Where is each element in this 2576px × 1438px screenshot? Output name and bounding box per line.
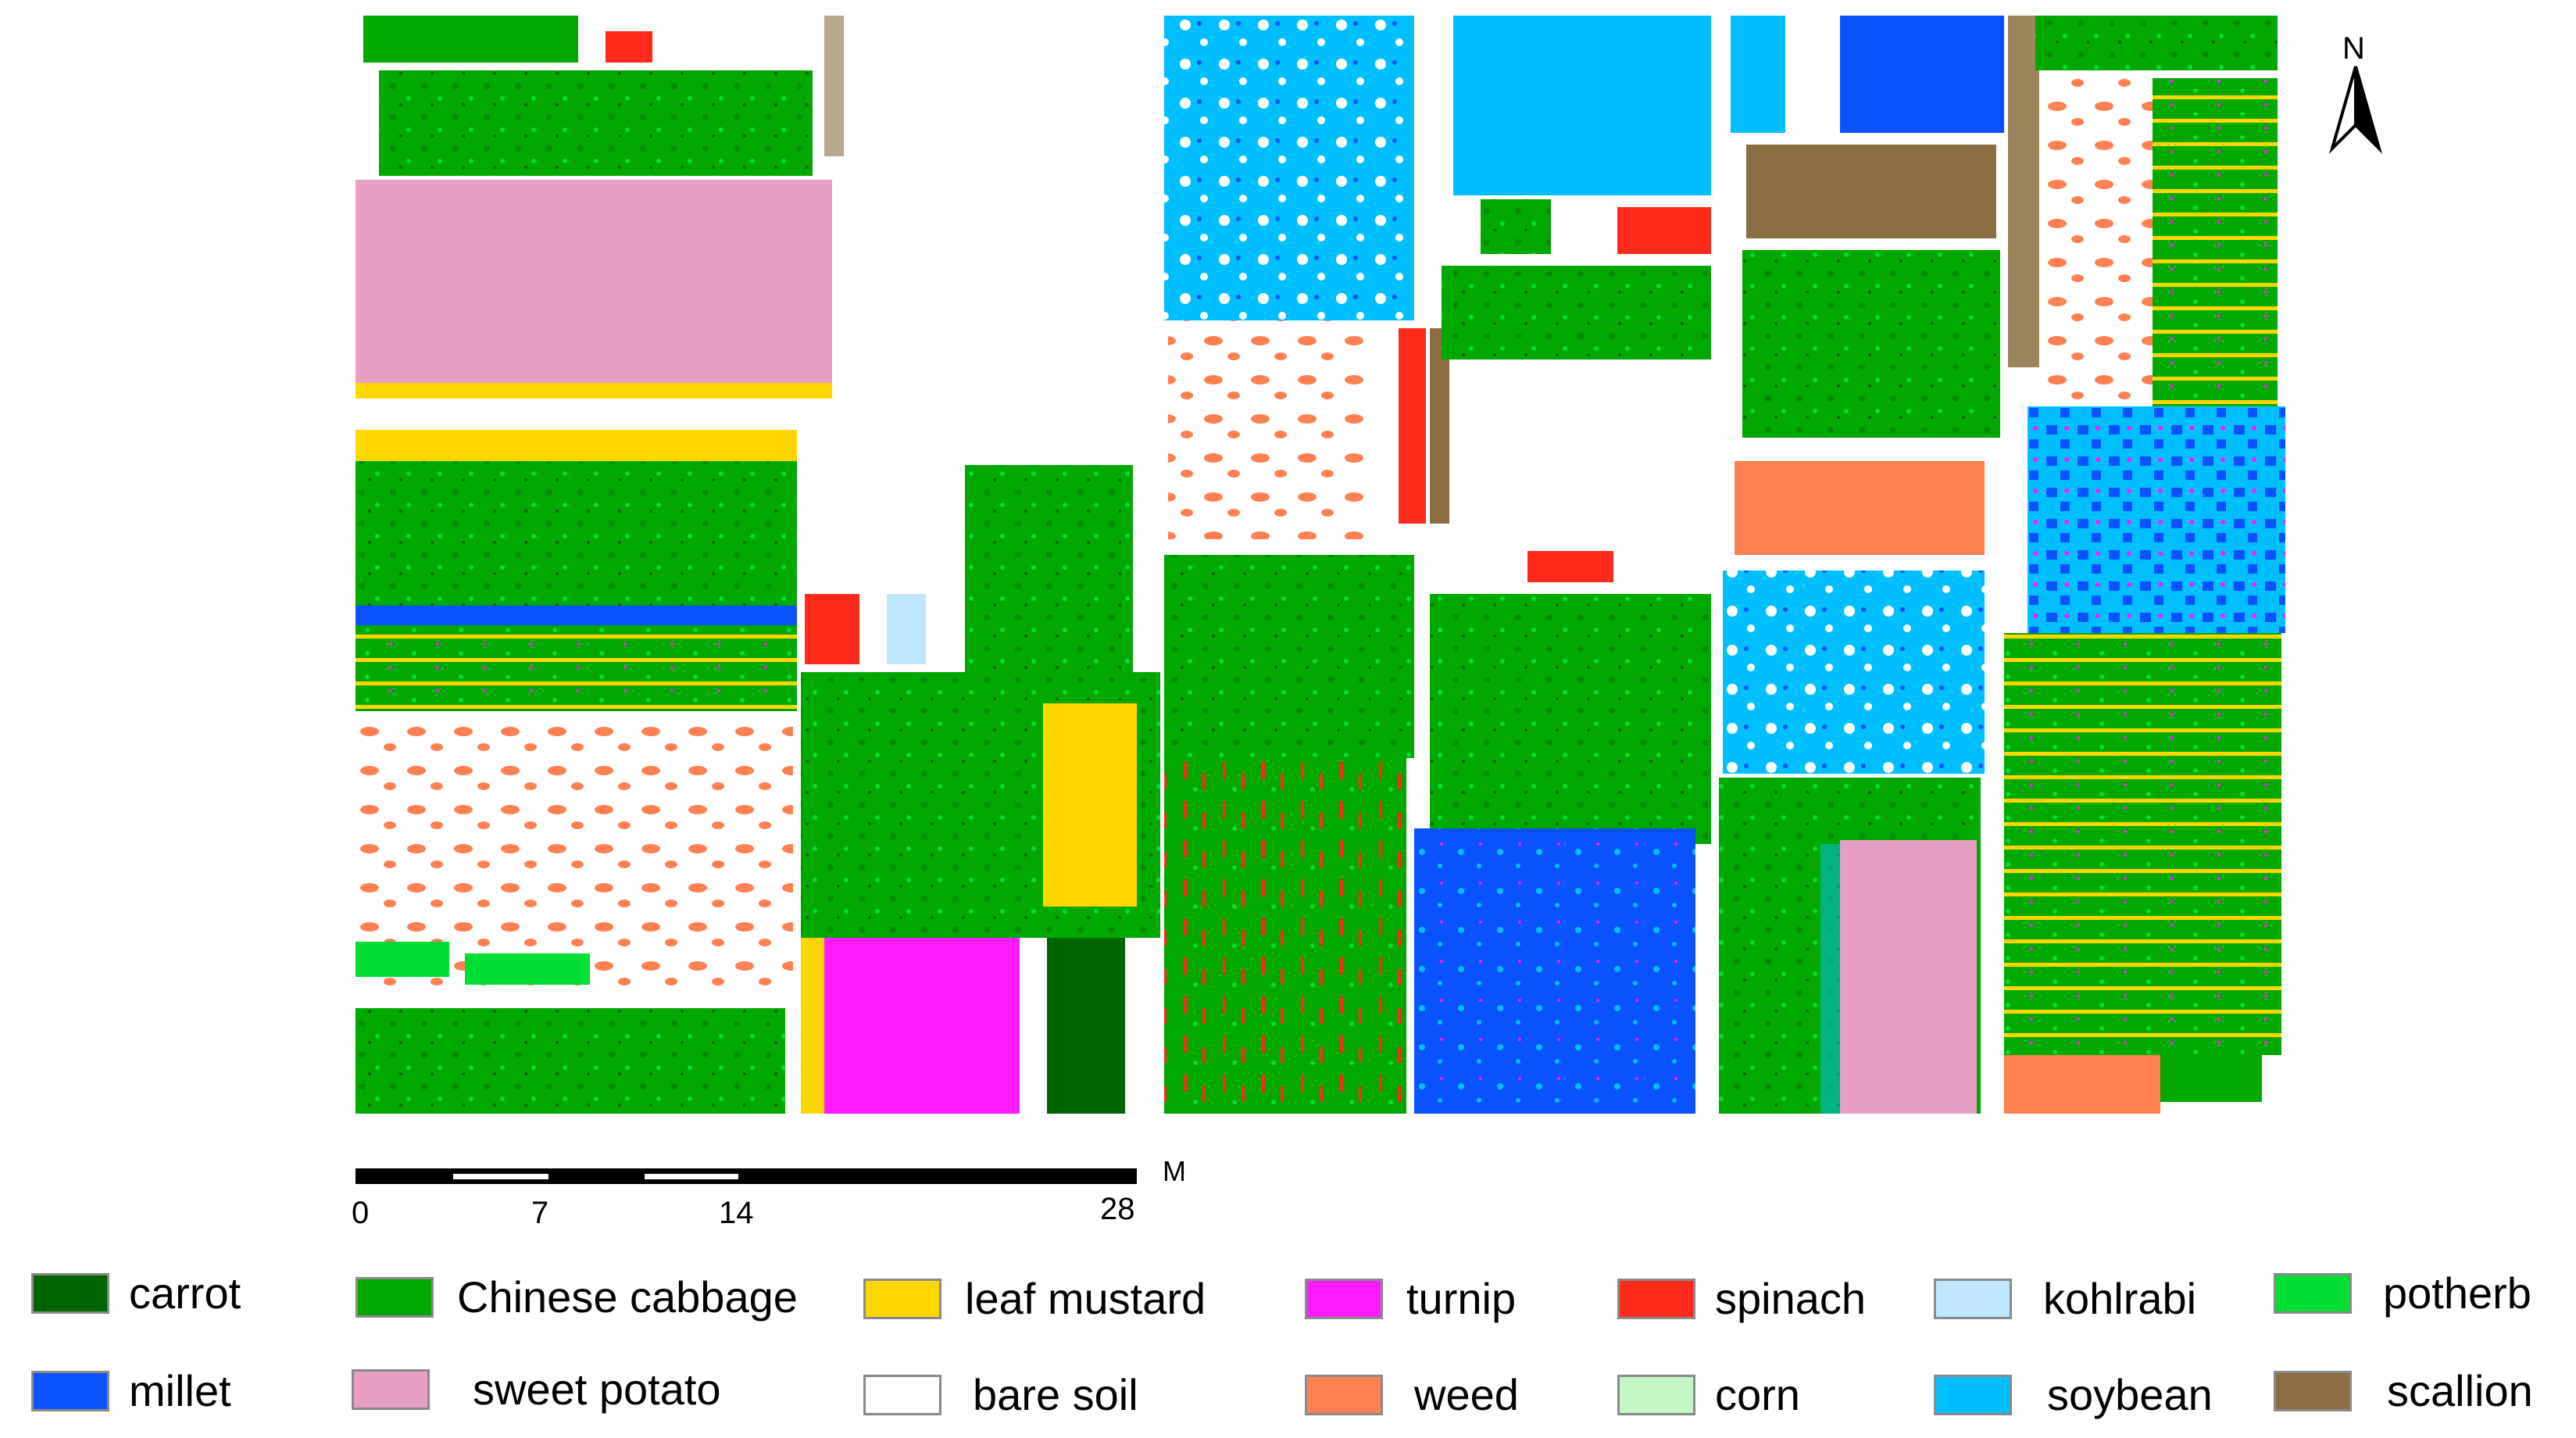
legend-label: corn — [1715, 1370, 1800, 1419]
scale-tick-0: 0 — [352, 1196, 370, 1230]
legend-swatch — [1617, 1279, 1695, 1319]
legend-label: millet — [129, 1366, 231, 1415]
legend-label: sweet potato — [473, 1365, 721, 1414]
north-arrow-icon — [2328, 66, 2383, 154]
legend-label: soybean — [2047, 1370, 2213, 1419]
north-label: N — [2342, 31, 2365, 66]
legend-swatch — [2274, 1273, 2352, 1314]
scale-tick-14: 14 — [719, 1196, 754, 1230]
legend-swatch — [355, 1277, 434, 1318]
legend-swatch — [1305, 1375, 1383, 1415]
legend-label: scallion — [2387, 1366, 2533, 1415]
legend-swatch — [31, 1273, 109, 1314]
legend-label: carrot — [129, 1268, 241, 1318]
legend-swatch — [352, 1369, 430, 1410]
legend-swatch — [2274, 1371, 2352, 1411]
legend-swatch — [31, 1371, 109, 1411]
legend-swatch — [1934, 1279, 2012, 1319]
legend-label: weed — [1414, 1370, 1519, 1419]
scale-unit: M — [1163, 1155, 1186, 1187]
scale-tick-7: 7 — [531, 1196, 549, 1230]
legend-swatch — [1305, 1279, 1383, 1319]
scale-bar — [355, 1168, 1137, 1184]
legend-label: leaf mustard — [965, 1274, 1206, 1323]
legend-label: spinach — [1715, 1274, 1867, 1323]
legend-label: turnip — [1406, 1274, 1517, 1323]
legend-label: Chinese cabbage — [457, 1272, 798, 1322]
legend-label: potherb — [2383, 1268, 2531, 1318]
legend-label: bare soil — [973, 1370, 1138, 1419]
legend-swatch — [1934, 1375, 2012, 1415]
legend-swatch — [1617, 1375, 1695, 1415]
classification-map — [355, 16, 2285, 1114]
legend-label: kohlrabi — [2043, 1274, 2197, 1323]
legend-swatch — [863, 1375, 941, 1415]
scale-tick-28: 28 — [1100, 1192, 1135, 1226]
legend-swatch — [863, 1279, 941, 1319]
